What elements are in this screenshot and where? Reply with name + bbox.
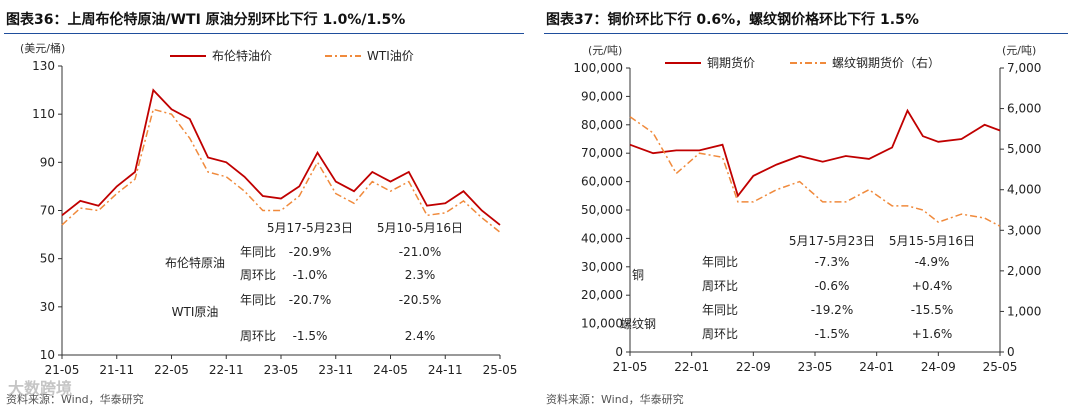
table-metric-label: 周环比 bbox=[240, 268, 276, 282]
table-metric-label: 年同比 bbox=[702, 255, 738, 269]
table-value: -20.7% bbox=[289, 293, 331, 307]
table-value: +1.6% bbox=[912, 327, 953, 341]
y-tick-label: 80,000 bbox=[581, 118, 623, 132]
legend-label: 铜期货价 bbox=[707, 55, 755, 70]
table-header: 5月10-5月16日 bbox=[377, 221, 463, 235]
y-tick-label: 10 bbox=[40, 348, 55, 362]
table-metric-label: 周环比 bbox=[240, 329, 276, 343]
watermark-logo: 大数跨境 bbox=[8, 379, 73, 398]
y-tick-label: 110 bbox=[32, 107, 55, 121]
chart-title: 图表36：上周布伦特原油/WTI 原油分别环比下行 1.0%/1.5% bbox=[6, 12, 406, 28]
y-axis-unit: (元/吨) bbox=[588, 44, 622, 57]
legend-label: 螺纹钢期货价（右） bbox=[832, 55, 940, 70]
y2-tick-label: 4,000 bbox=[1007, 183, 1041, 197]
y2-tick-label: 0 bbox=[1007, 345, 1015, 359]
y-tick-label: 90 bbox=[40, 155, 55, 169]
x-tick-label: 23-05 bbox=[264, 363, 299, 377]
table-group-label: 螺纹钢 bbox=[620, 317, 656, 331]
y2-tick-label: 3,000 bbox=[1007, 223, 1041, 237]
y2-tick-label: 5,000 bbox=[1007, 142, 1041, 156]
y-tick-label: 30,000 bbox=[581, 260, 623, 274]
table-value: +0.4% bbox=[912, 279, 953, 293]
table-value: -20.5% bbox=[399, 293, 441, 307]
table-header: 5月17-5月23日 bbox=[267, 221, 353, 235]
x-tick-label: 21-05 bbox=[45, 363, 80, 377]
table-group-label: WTI原油 bbox=[172, 305, 219, 319]
x-tick-label: 23-05 bbox=[798, 360, 833, 374]
table-value: -7.3% bbox=[815, 255, 850, 269]
chart-title: 图表37：铜价环比下行 0.6%，螺纹钢价格环比下行 1.5% bbox=[546, 12, 919, 28]
table-value: -4.9% bbox=[915, 255, 950, 269]
y-tick-label: 70,000 bbox=[581, 146, 623, 160]
y2-tick-label: 7,000 bbox=[1007, 61, 1041, 75]
oil-price-chart: 10 30 50 70 90 110 130 (美元/桶) 21-05 21-11 22-05 22-… bbox=[20, 41, 518, 377]
series-line-2 bbox=[61, 108, 501, 233]
legend-label: 布伦特油价 bbox=[212, 48, 272, 63]
x-tick-label: 23-11 bbox=[318, 363, 353, 377]
x-tick-label: 24-05 bbox=[373, 363, 408, 377]
table-value: -1.0% bbox=[293, 268, 328, 282]
table-value: 2.3% bbox=[405, 268, 436, 282]
table-group-label: 布伦特原油 bbox=[165, 255, 225, 270]
table-header: 5月15-5月16日 bbox=[889, 234, 975, 248]
metal-price-chart: 0 10,000 20,000 30,000 40,000 50,000 60,000 70,… bbox=[573, 44, 1041, 374]
table-metric-label: 年同比 bbox=[702, 303, 738, 317]
table-value: -1.5% bbox=[293, 329, 328, 343]
x-tick-label: 24-11 bbox=[428, 363, 463, 377]
y-tick-label: 20,000 bbox=[581, 288, 623, 302]
x-tick-label: 22-05 bbox=[154, 363, 189, 377]
table-value: -19.2% bbox=[811, 303, 853, 317]
y2-axis-unit: (元/吨) bbox=[1002, 44, 1036, 57]
y-tick-label: 10,000 bbox=[581, 317, 623, 331]
y-tick-label: 40,000 bbox=[581, 231, 623, 245]
legend-label: WTI油价 bbox=[367, 49, 414, 63]
table-value: -15.5% bbox=[911, 303, 953, 317]
table-metric-label: 年同比 bbox=[240, 293, 276, 307]
y-tick-label: 130 bbox=[32, 59, 55, 73]
y2-tick-label: 2,000 bbox=[1007, 264, 1041, 278]
table-value: -20.9% bbox=[289, 245, 331, 259]
y-axis-unit: (美元/桶) bbox=[20, 41, 65, 55]
x-tick-label: 21-05 bbox=[613, 360, 648, 374]
title-rule bbox=[4, 33, 524, 34]
x-tick-label: 25-05 bbox=[983, 360, 1018, 374]
y2-tick-label: 6,000 bbox=[1007, 102, 1041, 116]
y-tick-label: 70 bbox=[40, 204, 55, 218]
title-rule bbox=[544, 33, 1068, 34]
y-tick-label: 60,000 bbox=[581, 175, 623, 189]
series-line-1 bbox=[629, 108, 1001, 198]
table-metric-label: 年同比 bbox=[240, 245, 276, 259]
y2-tick-label: 1,000 bbox=[1007, 304, 1041, 318]
table-value: 2.4% bbox=[405, 329, 436, 343]
table-metric-label: 周环比 bbox=[702, 327, 738, 341]
table-value: -21.0% bbox=[399, 245, 441, 259]
table-group-label: 铜 bbox=[632, 267, 644, 282]
x-tick-label: 25-05 bbox=[483, 363, 518, 377]
y-tick-label: 50,000 bbox=[581, 203, 623, 217]
y-tick-label: 90,000 bbox=[581, 89, 623, 103]
source-note: 资料来源：Wind，华泰研究 bbox=[546, 393, 684, 406]
table-value: -1.5% bbox=[815, 327, 850, 341]
table-metric-label: 周环比 bbox=[702, 279, 738, 293]
table-header: 5月17-5月23日 bbox=[789, 234, 875, 248]
x-tick-label: 22-01 bbox=[674, 360, 709, 374]
x-tick-label: 21-11 bbox=[99, 363, 134, 377]
y-tick-label: 0 bbox=[615, 345, 623, 359]
series-line-2 bbox=[629, 116, 1001, 227]
table-value: -0.6% bbox=[815, 279, 850, 293]
x-tick-label: 22-09 bbox=[736, 360, 771, 374]
y-tick-label: 50 bbox=[40, 252, 55, 266]
x-tick-label: 24-01 bbox=[859, 360, 894, 374]
chart-panel-metals: 图表37：铜价环比下行 0.6%，螺纹钢价格环比下行 1.5% 0 10,000 2… bbox=[540, 0, 1072, 411]
chart-panel-oil: 图表36：上周布伦特原油/WTI 原油分别环比下行 1.0%/1.5% 10 30… bbox=[0, 0, 528, 411]
x-tick-label: 22-11 bbox=[209, 363, 244, 377]
x-tick-label: 24-09 bbox=[921, 360, 956, 374]
source-note: 资料来源：Wind，华泰研究 bbox=[6, 393, 144, 406]
y-tick-label: 30 bbox=[40, 300, 55, 314]
series-line-1 bbox=[61, 88, 501, 226]
y-tick-label: 100,000 bbox=[573, 61, 623, 75]
